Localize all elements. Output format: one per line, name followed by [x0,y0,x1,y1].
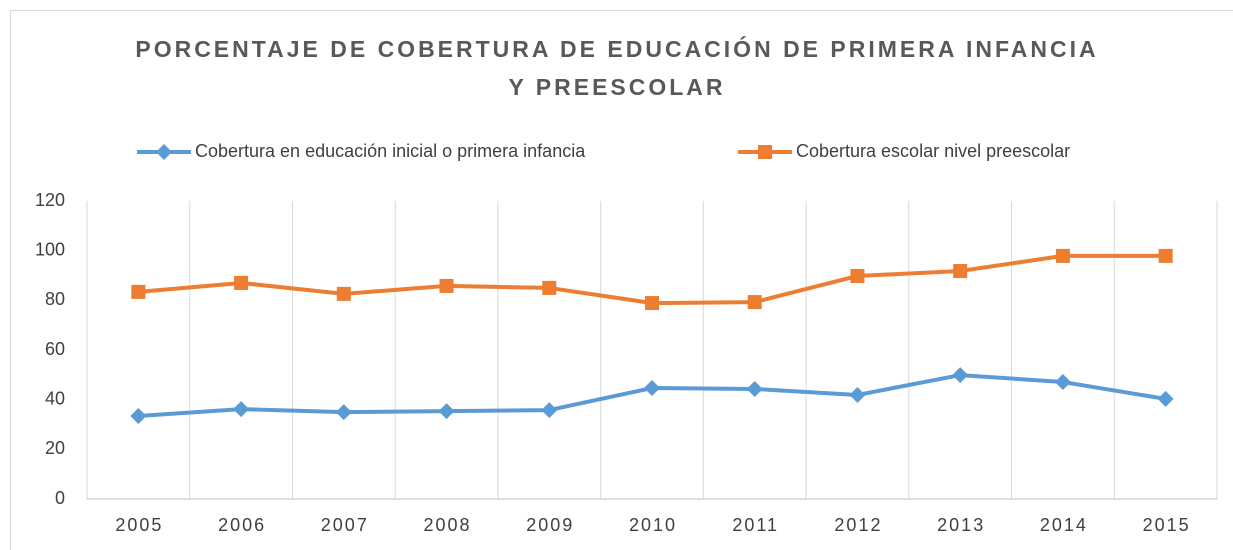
x-tick-label: 2015 [1143,515,1191,535]
legend-label: Cobertura en educación inicial o primera… [195,141,586,161]
chart-title: PORCENTAJE DE COBERTURA DE EDUCACIÓN DE … [135,36,1099,100]
marker [1054,374,1071,391]
y-tick-label: 120 [35,190,65,210]
marker [1055,248,1070,263]
marker [952,367,969,384]
marker [439,278,454,293]
marker [156,144,172,160]
marker [1157,390,1174,407]
y-tick-label: 80 [45,289,65,309]
chart-border [10,10,1233,550]
y-tick-label: 20 [45,438,65,458]
x-tick-label: 2008 [424,515,472,535]
marker [131,284,146,299]
marker [234,275,249,290]
marker [644,379,660,396]
marker [645,296,659,311]
x-tick-label: 2010 [629,515,677,535]
x-tick-label: 2011 [732,515,779,535]
x-tick-label: 2007 [321,515,369,535]
marker [849,386,866,403]
marker [130,408,147,425]
marker [335,404,352,421]
marker [336,286,351,301]
marker [850,268,865,283]
x-tick-label: 2006 [218,515,266,535]
y-tick-label: 40 [45,388,65,408]
x-tick-label: 2012 [834,515,882,535]
marker [541,402,558,419]
marker [438,403,455,420]
y-tick-label: 100 [35,239,65,259]
marker [758,145,772,159]
marker [542,280,557,295]
marker [953,264,968,279]
y-tick-label: 0 [55,488,65,508]
x-tick-label: 2005 [115,515,163,535]
marker [747,295,762,310]
marker [746,380,763,397]
legend-label: Cobertura escolar nivel preescolar [796,141,1070,161]
x-tick-label: 2009 [526,515,574,535]
x-tick-label: 2014 [1040,515,1088,535]
marker [233,401,250,418]
marker [1158,248,1173,263]
x-tick-label: 2013 [937,515,985,535]
y-tick-label: 60 [45,339,65,359]
